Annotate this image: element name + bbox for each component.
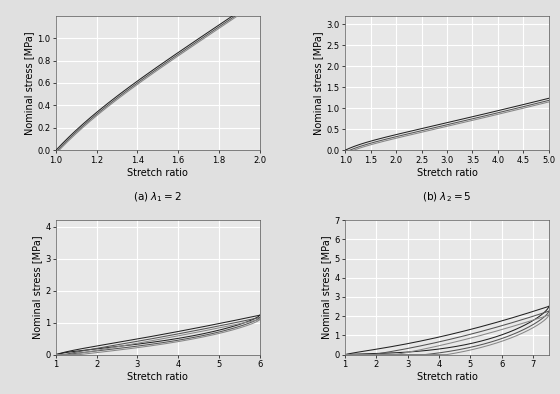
X-axis label: Stretch ratio: Stretch ratio bbox=[127, 372, 188, 382]
Y-axis label: Nominal stress [MPa]: Nominal stress [MPa] bbox=[321, 236, 332, 339]
X-axis label: Stretch ratio: Stretch ratio bbox=[417, 167, 478, 178]
Y-axis label: Nominal stress [MPa]: Nominal stress [MPa] bbox=[314, 31, 324, 135]
Y-axis label: Nominal stress [MPa]: Nominal stress [MPa] bbox=[25, 31, 34, 135]
Text: (a) $\lambda_1 = 2$: (a) $\lambda_1 = 2$ bbox=[133, 191, 183, 204]
X-axis label: Stretch ratio: Stretch ratio bbox=[417, 372, 478, 382]
Y-axis label: Nominal stress [MPa]: Nominal stress [MPa] bbox=[32, 236, 43, 339]
Text: (b) $\lambda_2 = 5$: (b) $\lambda_2 = 5$ bbox=[422, 191, 472, 204]
X-axis label: Stretch ratio: Stretch ratio bbox=[127, 167, 188, 178]
